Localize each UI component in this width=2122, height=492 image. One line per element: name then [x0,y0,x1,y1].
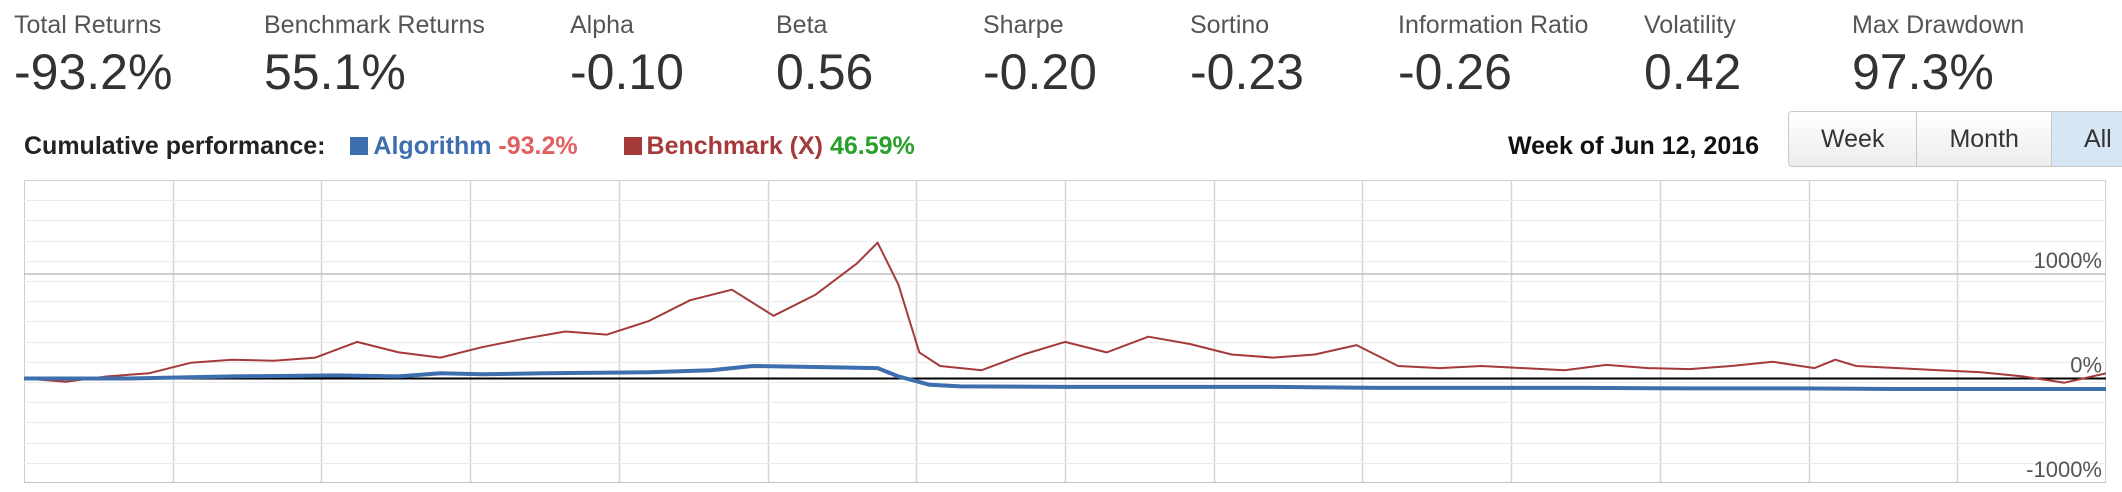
metric-label: Alpha [570,11,634,39]
metric-value: -93.2% [14,44,173,100]
range-all-button[interactable]: All [2051,112,2122,166]
benchmark-series-line [24,241,2106,384]
metric-sharpe: Sharpe -0.20 [983,10,1097,100]
metric-total-returns: Total Returns -93.2% [14,10,172,100]
metric-label: Beta [776,11,828,39]
metric-value: 55.1% [264,44,406,100]
range-month-button[interactable]: Month [1917,112,2052,166]
metric-label: Information Ratio [1398,11,1589,39]
metric-alpha: Alpha -0.10 [570,10,684,100]
y-tick-label: 1000% [2033,248,2102,273]
metric-sortino: Sortino -0.23 [1190,10,1304,100]
metric-value: 97.3% [1852,44,1994,100]
benchmark-swatch-icon [623,137,642,155]
metric-value: -0.26 [1398,44,1512,100]
algorithm-legend-label[interactable]: Algorithm [373,132,492,160]
y-tick-label: -1000% [2026,457,2102,482]
metric-label: Sharpe [983,11,1064,39]
metric-max-drawdown: Max Drawdown 97.3% [1852,10,2024,100]
metric-value: 0.56 [776,44,874,100]
metric-label: Max Drawdown [1852,11,2025,39]
y-tick-label: 0% [2070,353,2102,378]
week-label: Week of Jun 12, 2016 [1508,132,1760,160]
metric-label: Volatility [1644,11,1736,39]
metric-beta: Beta 0.56 [776,10,873,100]
algorithm-series-line [24,364,2106,391]
cumulative-performance-legend: Cumulative performance: Algorithm -93.2%… [24,128,915,164]
algorithm-legend-value: -93.2% [498,132,578,160]
algorithm-swatch-icon [350,137,369,155]
benchmark-legend-label[interactable]: Benchmark (X) [646,132,823,160]
metric-label: Benchmark Returns [264,11,485,39]
metric-information-ratio: Information Ratio -0.26 [1398,10,1588,100]
range-selector: Week Month All [1788,111,2122,167]
metric-value: -0.10 [570,44,684,100]
metric-value: -0.23 [1190,44,1304,100]
metric-value: -0.20 [983,44,1097,100]
performance-chart: 1000% 0% -1000% [24,180,2106,483]
metrics-row: Total Returns -93.2% Benchmark Returns 5… [0,0,2122,100]
metric-label: Total Returns [14,11,162,39]
benchmark-legend-value: 46.59% [829,132,915,160]
metric-label: Sortino [1190,11,1270,39]
cumulative-performance-label: Cumulative performance: [24,132,326,160]
range-week-button[interactable]: Week [1789,112,1918,166]
metric-volatility: Volatility 0.42 [1644,10,1741,100]
metric-benchmark-returns: Benchmark Returns 55.1% [264,10,485,100]
metric-value: 0.42 [1644,44,1742,100]
